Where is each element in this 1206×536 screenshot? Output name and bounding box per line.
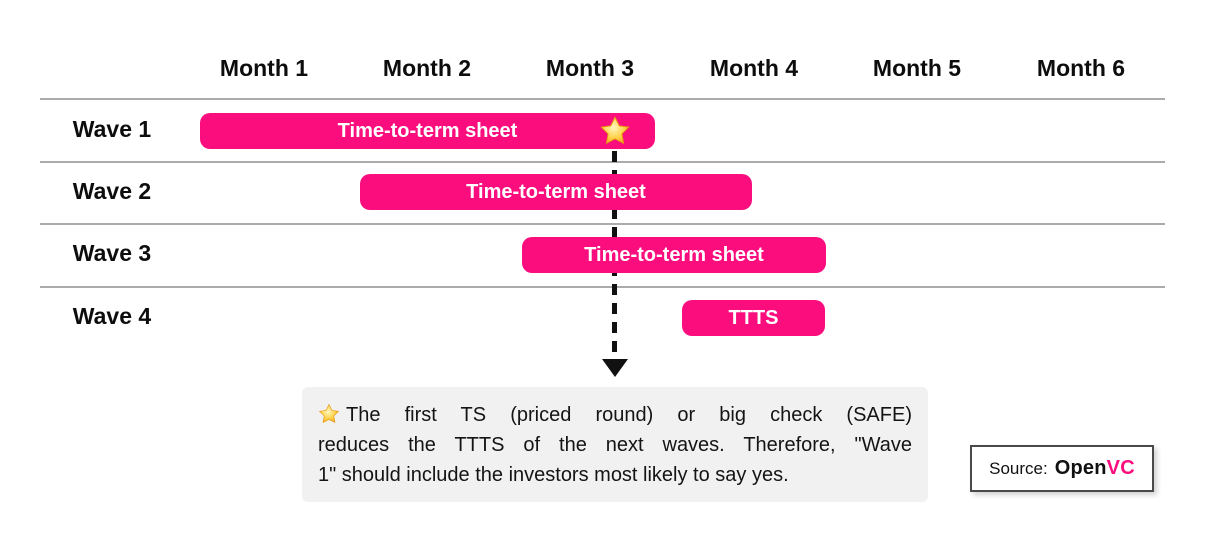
- month-header-3: Month 3: [545, 55, 635, 81]
- wave2-bar: Time-to-term sheet: [360, 174, 752, 210]
- source-badge: Source: OpenVC: [970, 445, 1154, 492]
- annotation-text: The first TS (priced round) or big check…: [346, 404, 912, 426]
- wave4-bar: TTTS: [682, 300, 825, 336]
- annotation-box: The first TS (priced round) or big check…: [302, 387, 928, 502]
- openvc-logo: OpenVC: [1055, 457, 1135, 480]
- wave2-bar-label: Time-to-term sheet: [466, 180, 646, 203]
- annotation-line-2: reduces the TTTS of the next waves. Ther…: [318, 434, 912, 456]
- month-header-4: Month 4: [709, 55, 799, 81]
- star-icon: [599, 115, 631, 147]
- month-header-2: Month 2: [382, 55, 472, 81]
- gridline: [40, 286, 1165, 288]
- wave1-bar: Time-to-term sheet: [200, 113, 655, 149]
- arrowhead-icon: [602, 359, 628, 377]
- wave-label-1: Wave 1: [72, 116, 152, 142]
- gridline: [40, 98, 1165, 100]
- star-icon: [318, 403, 340, 424]
- month-header-5: Month 5: [872, 55, 962, 81]
- gridline: [40, 223, 1165, 225]
- wave3-bar: Time-to-term sheet: [522, 237, 826, 273]
- wave-label-4: Wave 4: [72, 303, 152, 329]
- wave-label-2: Wave 2: [72, 178, 152, 204]
- wave3-bar-label: Time-to-term sheet: [584, 243, 764, 266]
- wave-label-3: Wave 3: [72, 240, 152, 266]
- source-label: Source:: [989, 458, 1048, 478]
- annotation-line-3: 1" should include the investors most lik…: [318, 464, 789, 486]
- month-header-6: Month 6: [1036, 55, 1126, 81]
- logo-open-text: Open: [1054, 457, 1107, 479]
- gridline: [40, 161, 1165, 163]
- logo-vc-text: VC: [1106, 457, 1135, 479]
- annotation-line-1: The first TS (priced round) or big check…: [318, 400, 912, 430]
- wave4-bar-label: TTTS: [728, 306, 779, 329]
- month-header-1: Month 1: [219, 55, 309, 81]
- wave1-bar-label: Time-to-term sheet: [337, 119, 518, 142]
